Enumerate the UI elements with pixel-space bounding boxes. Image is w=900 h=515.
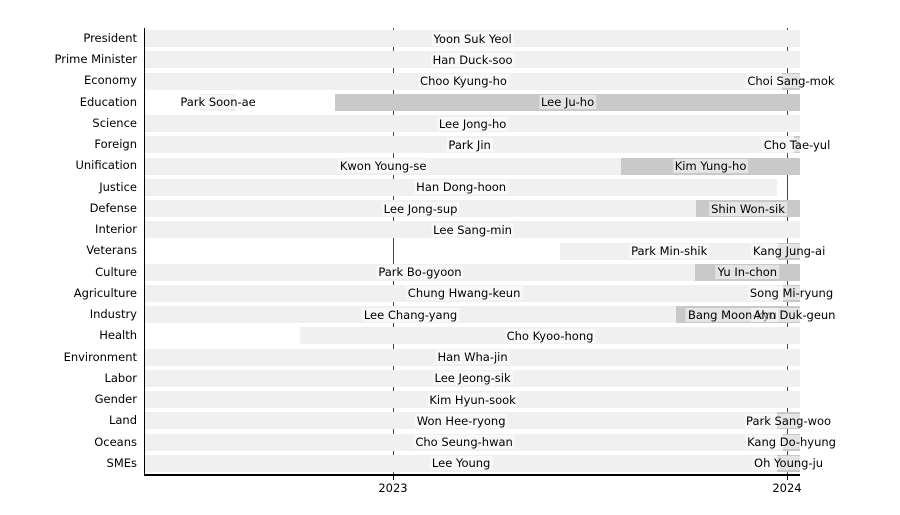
minister-label: Oh Young-ju	[752, 456, 826, 471]
minister-label: Won Hee-ryong	[414, 413, 508, 428]
row-label-interior: Interior	[95, 222, 137, 237]
minister-label: Cho Seung-hwan	[413, 435, 515, 450]
row-label-veterans: Veterans	[86, 243, 137, 258]
x-axis-line	[143, 474, 800, 476]
axis-tick-label: 2023	[378, 481, 408, 495]
minister-label: Han Dong-hoon	[414, 180, 509, 195]
minister-label: Shin Won-sik	[709, 201, 787, 216]
row-label-unification: Unification	[75, 158, 137, 173]
minister-label: Chung Hwang-keun	[405, 286, 523, 301]
y-axis-line	[143, 28, 145, 476]
row-label-labor: Labor	[104, 370, 137, 385]
minister-label: Park Jin	[446, 137, 493, 152]
minister-label: Lee Ju-ho	[538, 95, 597, 110]
minister-label: Choi Sang-mok	[745, 74, 837, 89]
minister-label: Yoon Suk Yeol	[431, 31, 514, 46]
row-label-president: President	[83, 31, 137, 45]
minister-label: Lee Young	[429, 456, 493, 471]
minister-label: Park Sang-woo	[744, 413, 834, 428]
minister-label: Choo Kyung-ho	[418, 74, 509, 89]
row-label-culture: Culture	[95, 264, 137, 279]
minister-label: Kwon Young-se	[337, 159, 429, 174]
row-label-foreign: Foreign	[94, 137, 137, 152]
row-label-economy: Economy	[84, 73, 137, 88]
minister-label: Cho Tae-yul	[761, 137, 833, 152]
minister-label: Lee Jong-ho	[436, 116, 509, 131]
row-label-environment: Environment	[63, 349, 137, 364]
minister-label: Cho Kyoo-hong	[504, 328, 596, 343]
minister-label: Park Soon-ae	[178, 95, 258, 110]
row-label-justice: Justice	[99, 179, 137, 194]
row-label-gender: Gender	[94, 392, 137, 407]
minister-label: Lee Sang-min	[431, 222, 514, 237]
minister-label: Song Mi-ryung	[747, 286, 836, 301]
row-label-defense: Defense	[89, 200, 137, 215]
row-label-prime-minister: Prime Minister	[54, 52, 138, 67]
axis-tick	[786, 475, 788, 480]
axis-tick	[392, 475, 394, 480]
minister-label: Lee Jong-sup	[381, 201, 460, 216]
minister-label: Kang Do-hyung	[745, 435, 838, 450]
minister-label: Lee Jeong-sik	[432, 371, 513, 386]
minister-label: Kim Yung-ho	[672, 159, 749, 174]
minister-label: Yu In-chon	[715, 265, 780, 280]
minister-label: Han Duck-soo	[430, 52, 515, 67]
row-label-oceans: Oceans	[94, 434, 137, 449]
minister-label: Ahn Duk-geun	[751, 307, 838, 322]
row-label-agriculture: Agriculture	[73, 285, 137, 300]
minister-label: Park Min-shik	[629, 244, 710, 258]
minister-label: Kang Jung-ai	[751, 244, 828, 258]
row-label-health: Health	[99, 328, 137, 343]
row-label-land: Land	[108, 413, 137, 428]
minister-label: Kim Hyun-sook	[427, 392, 518, 407]
year-gridline	[392, 28, 394, 474]
minister-label: Park Bo-gyoon	[376, 265, 464, 280]
minister-label: Han Wha-jin	[435, 350, 510, 365]
minister-label: Lee Chang-yang	[361, 307, 460, 322]
row-label-education: Education	[79, 94, 137, 109]
row-label-industry: Industry	[89, 307, 137, 322]
row-label-smes: SMEs	[106, 455, 137, 470]
row-label-science: Science	[92, 115, 137, 130]
axis-tick-label: 2024	[772, 481, 802, 495]
